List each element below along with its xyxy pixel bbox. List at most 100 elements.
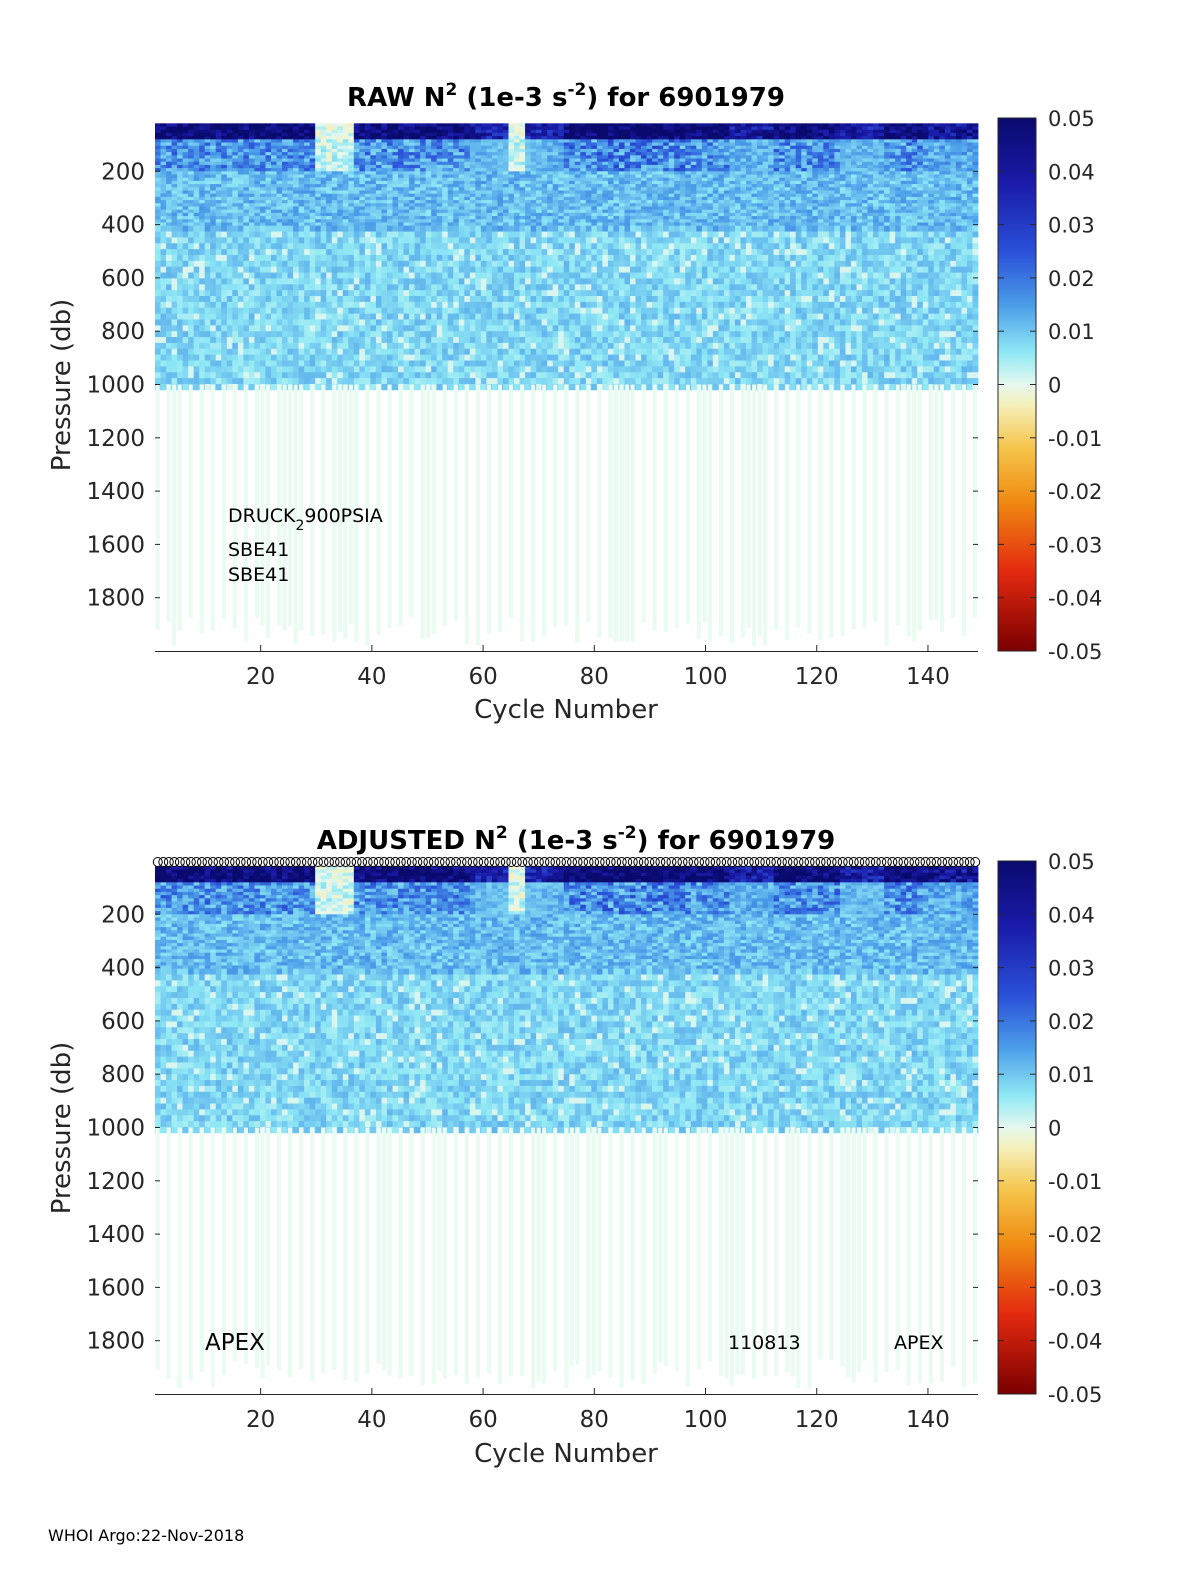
heatmap-cell <box>519 145 526 150</box>
heatmap-cell <box>447 139 454 143</box>
heatmap-cell <box>514 266 520 273</box>
heatmap-cell <box>392 342 399 350</box>
heatmap-cell <box>232 372 239 379</box>
heatmap-cell <box>265 237 272 244</box>
heatmap-cell <box>193 177 200 182</box>
heatmap-cell <box>160 319 167 326</box>
heatmap-cell <box>364 171 371 175</box>
heatmap-cell <box>414 272 421 279</box>
heatmap-cell <box>541 216 548 220</box>
heatmap-cell <box>436 354 443 361</box>
heatmap-cell <box>248 187 255 191</box>
heatmap-cell <box>514 155 520 159</box>
heatmap-cell <box>359 360 366 367</box>
heatmap-cell <box>331 171 338 175</box>
heatmap-cell <box>331 148 338 153</box>
heatmap-cell <box>431 171 438 175</box>
heatmap-cell <box>370 132 377 137</box>
heatmap-cell <box>304 139 311 143</box>
heatmap-cell <box>475 348 482 356</box>
heatmap-cell <box>171 360 178 367</box>
heatmap-cell <box>403 209 410 214</box>
heatmap-cell <box>265 136 272 140</box>
heatmap-cell <box>188 168 195 172</box>
heatmap-cell <box>425 366 432 373</box>
heatmap-cell <box>536 301 543 309</box>
heatmap-cell <box>514 272 520 279</box>
heatmap-cell <box>177 139 184 143</box>
heatmap-cell <box>596 290 603 297</box>
deep-profile-stripe <box>542 384 547 637</box>
deep-profile-stripe <box>475 384 480 646</box>
heatmap-cell <box>602 158 609 163</box>
heatmap-cell <box>155 372 161 379</box>
heatmap-cell <box>364 168 371 172</box>
heatmap-cell <box>259 139 266 143</box>
heatmap-cell <box>276 372 283 379</box>
heatmap-cell <box>469 307 476 315</box>
heatmap-cell <box>375 177 382 182</box>
heatmap-cell <box>315 161 322 166</box>
heatmap-cell <box>574 278 581 285</box>
heatmap-cell <box>398 126 404 131</box>
heatmap-cell <box>425 168 432 172</box>
heatmap-cell <box>508 209 515 214</box>
heatmap-cell <box>574 290 581 297</box>
heatmap-cell <box>315 209 322 214</box>
heatmap-cell <box>375 348 382 356</box>
heatmap-cell <box>585 184 592 188</box>
heatmap-cell <box>453 319 460 326</box>
heatmap-cell <box>552 337 559 344</box>
heatmap-cell <box>337 203 344 207</box>
heatmap-cell <box>226 203 233 207</box>
heatmap-cell <box>293 290 300 297</box>
heatmap-cell <box>497 164 504 169</box>
heatmap-cell <box>491 177 498 182</box>
heatmap-cell <box>331 196 338 201</box>
heatmap-cell <box>541 231 548 238</box>
heatmap-cell <box>436 366 443 373</box>
heatmap-cell <box>469 272 476 279</box>
heatmap-cell <box>486 129 493 134</box>
heatmap-cell <box>398 249 404 256</box>
heatmap-cell <box>502 325 509 332</box>
heatmap-cell <box>541 249 548 256</box>
heatmap-cell <box>591 168 598 172</box>
heatmap-cell <box>304 372 311 379</box>
heatmap-cell <box>188 177 195 182</box>
heatmap-cell <box>469 360 476 367</box>
heatmap-cell <box>502 158 509 163</box>
heatmap-cell <box>276 196 283 201</box>
heatmap-cell <box>342 132 349 137</box>
heatmap-cell <box>193 145 200 150</box>
heatmap-cell <box>309 348 316 356</box>
heatmap-cell <box>375 231 382 238</box>
heatmap-cell <box>403 319 410 326</box>
heatmap-cell <box>458 168 465 172</box>
heatmap-cell <box>293 266 300 273</box>
heatmap-cell <box>580 203 587 207</box>
heatmap-cell <box>293 139 300 143</box>
heatmap-cell <box>447 249 454 256</box>
heatmap-cell <box>287 161 294 166</box>
heatmap-cell <box>276 272 283 279</box>
heatmap-cell <box>287 164 294 169</box>
heatmap-cell <box>270 337 277 344</box>
heatmap-cell <box>166 284 172 291</box>
heatmap-cell <box>375 378 382 385</box>
heatmap-cell <box>155 307 161 315</box>
heatmap-cell <box>364 278 371 285</box>
heatmap-cell <box>254 290 261 297</box>
heatmap-cell <box>558 212 565 217</box>
heatmap-cell <box>563 290 570 297</box>
heatmap-cell <box>403 249 410 256</box>
heatmap-cell <box>270 216 277 220</box>
heatmap-cell <box>337 174 344 179</box>
heatmap-cell <box>475 158 482 163</box>
heatmap-cell <box>226 184 233 188</box>
heatmap-cell <box>221 272 228 279</box>
heatmap-cell <box>547 225 554 232</box>
heatmap-cell <box>525 152 531 156</box>
heatmap-cell <box>315 158 322 163</box>
heatmap-cell <box>436 196 443 201</box>
